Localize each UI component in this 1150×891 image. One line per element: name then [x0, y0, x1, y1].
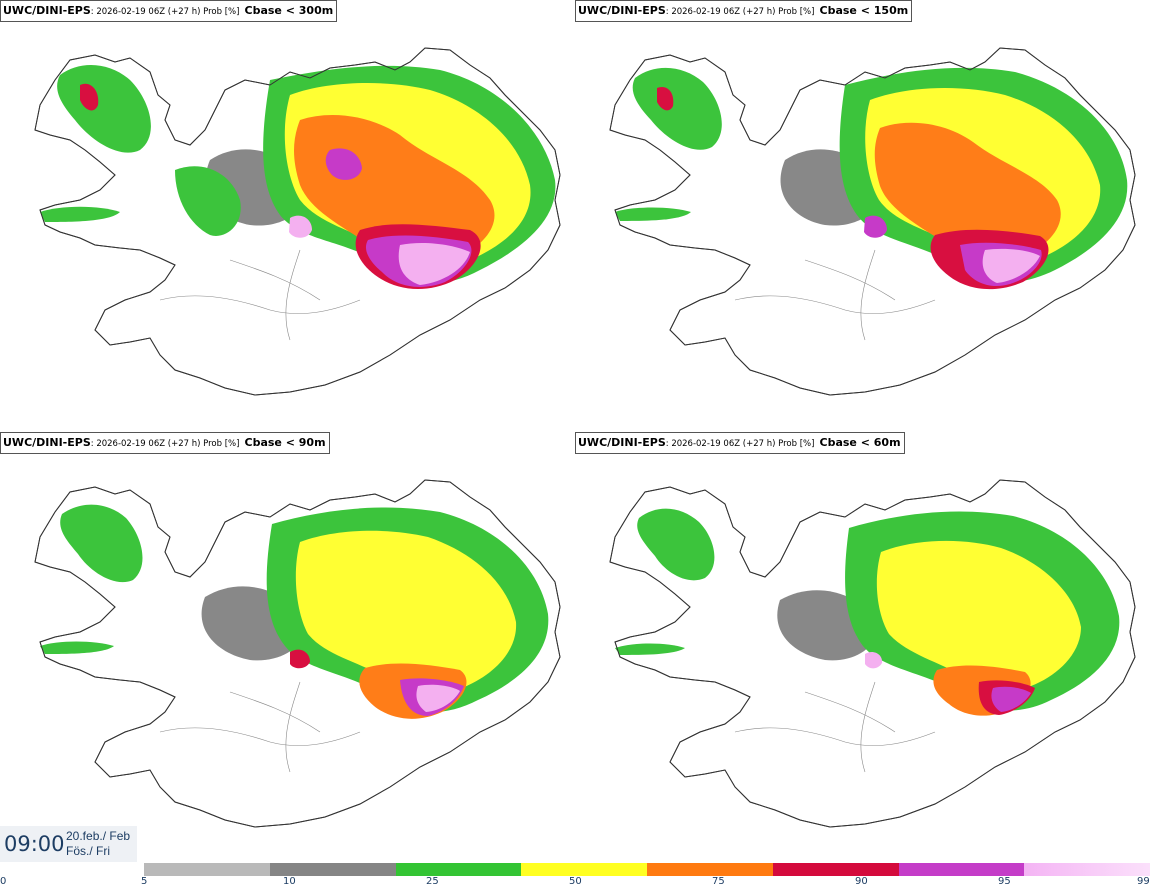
- map-layer: [609, 47, 1136, 396]
- colorbar-segment: [647, 863, 773, 876]
- probability-area: [60, 504, 143, 583]
- colorbar-tick-label: 75: [712, 876, 725, 887]
- iceland-map: [34, 479, 561, 828]
- probability-area: [657, 86, 674, 111]
- map-layer: [34, 479, 561, 828]
- coastline-outline: [34, 47, 561, 396]
- probability-area: [982, 248, 1040, 283]
- probability-area: [325, 148, 362, 180]
- probability-area: [991, 686, 1031, 712]
- valid-day-line: Fös./ Fri: [66, 844, 110, 858]
- probability-area: [615, 643, 685, 655]
- panel-title: UWC/DINI-EPS: 2026-02-19 06Z (+27 h) Pro…: [575, 432, 905, 454]
- panel-title: UWC/DINI-EPS: 2026-02-19 06Z (+27 h) Pro…: [0, 0, 338, 22]
- map-panel-top-right: UWC/DINI-EPS: 2026-02-19 06Z (+27 h) Pro…: [575, 0, 1150, 430]
- iceland-map: [609, 479, 1136, 828]
- colorbar-segment: [144, 863, 270, 876]
- coastline-outline: [609, 47, 1136, 396]
- probability-area: [80, 83, 99, 111]
- valid-time-box: 09:00 20.feb./ Feb Fös./ Fri: [0, 826, 137, 862]
- coastline-outline: [609, 479, 1136, 828]
- probability-area: [874, 122, 1061, 260]
- probability-area: [416, 684, 460, 712]
- valid-date-line: 20.feb./ Feb: [66, 829, 131, 843]
- colorbar-segment: [1024, 863, 1150, 876]
- colorbar-segment: [269, 863, 396, 876]
- region-borders: [734, 681, 936, 773]
- valid-time-clock: 09:00: [4, 832, 65, 856]
- probability-area: [289, 215, 312, 238]
- probability-colorbar: [144, 863, 1150, 876]
- probability-area: [40, 206, 120, 222]
- colorbar-segment: [898, 863, 1025, 876]
- probability-area: [876, 540, 1081, 691]
- probability-area: [632, 67, 722, 150]
- colorbar-tick-label: 90: [855, 876, 868, 887]
- colorbar-tick-label: 0: [0, 876, 7, 887]
- colorbar-tick-label: 50: [569, 876, 582, 887]
- probability-area: [865, 652, 883, 669]
- panel-title: UWC/DINI-EPS: 2026-02-19 06Z (+27 h) Pro…: [0, 432, 330, 454]
- probability-area: [637, 508, 715, 581]
- colorbar-tick-label: 25: [426, 876, 439, 887]
- probability-area: [295, 530, 517, 695]
- region-borders: [159, 681, 361, 773]
- colorbar-segment: [772, 863, 899, 876]
- coastline-outline: [34, 479, 561, 828]
- probability-area: [290, 649, 310, 669]
- probability-area: [40, 641, 114, 654]
- iceland-map: [609, 47, 1136, 396]
- map-layer: [609, 479, 1136, 828]
- map-panel-bottom-left: UWC/DINI-EPS: 2026-02-19 06Z (+27 h) Pro…: [0, 432, 575, 862]
- panel-title: UWC/DINI-EPS: 2026-02-19 06Z (+27 h) Pro…: [575, 0, 913, 22]
- map-layer: [34, 47, 561, 396]
- region-borders: [159, 249, 361, 341]
- map-panel-top-left: UWC/DINI-EPS: 2026-02-19 06Z (+27 h) Pro…: [0, 0, 575, 430]
- valid-time-date: 20.feb./ Feb Fös./ Fri: [66, 829, 130, 859]
- region-borders: [734, 249, 936, 341]
- colorbar-tick-label: 95: [998, 876, 1011, 887]
- colorbar-tick-label: 99: [1137, 876, 1150, 887]
- colorbar-tick-label: 5: [141, 876, 148, 887]
- colorbar-tick-label: 10: [283, 876, 296, 887]
- map-panel-bottom-right: UWC/DINI-EPS: 2026-02-19 06Z (+27 h) Pro…: [575, 432, 1150, 862]
- colorbar-segment: [395, 863, 522, 876]
- probability-area: [864, 215, 887, 238]
- probability-area: [615, 207, 691, 221]
- probability-area: [398, 242, 470, 285]
- probability-area: [175, 166, 241, 236]
- colorbar-segment: [521, 863, 647, 876]
- colorbar-ticks: 0 5 10 25 50 75 90 95 99: [0, 876, 1150, 890]
- iceland-map: [34, 47, 561, 396]
